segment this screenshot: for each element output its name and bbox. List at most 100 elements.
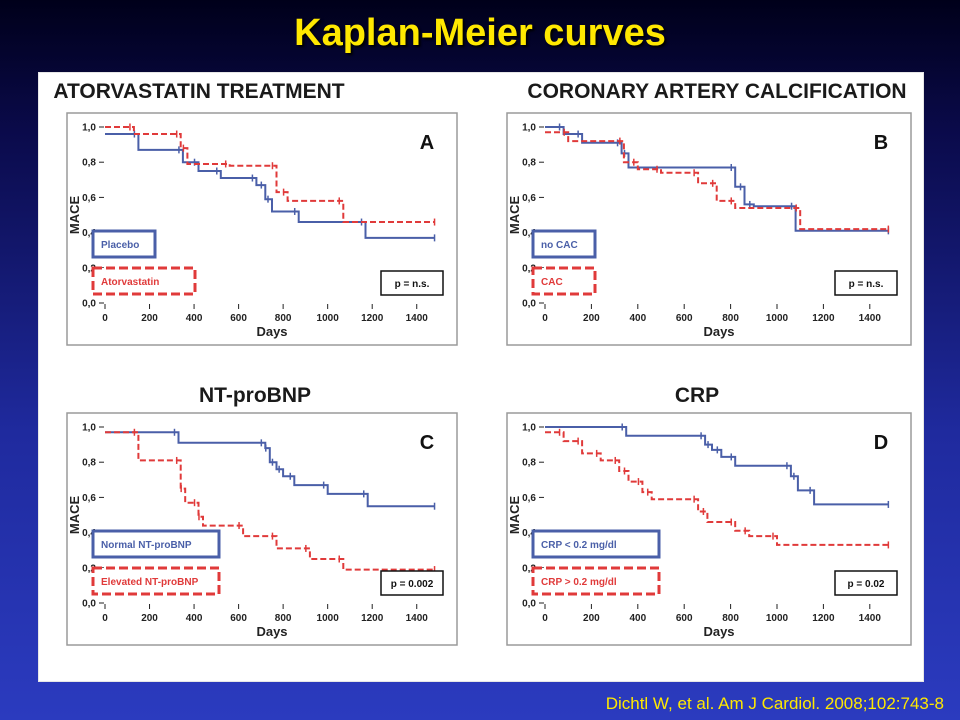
y-tick-label: 1,0 (522, 423, 536, 434)
y-tick-label: 1,0 (522, 123, 536, 134)
legend-label: CRP > 0.2 mg/dl (541, 577, 617, 588)
x-tick-label: 600 (676, 313, 693, 324)
panel-title: ATORVASTATIN TREATMENT (53, 80, 344, 103)
panel-title: CORONARY ARTERY CALCIFICATION (527, 80, 906, 103)
km-panel-c: NT-proBNP 0,0 0,2 0,4 0,6 0,8 1,0 0 200 400 600 800… (66, 384, 458, 646)
y-tick-label: 0,8 (522, 158, 536, 169)
slide-title: Kaplan-Meier curves (294, 12, 666, 54)
x-tick-label: 400 (629, 613, 646, 624)
legend-label: Placebo (101, 240, 139, 251)
panel-title: NT-proBNP (199, 384, 311, 407)
legend-box (91, 266, 197, 296)
p-value-label: p = n.s. (849, 279, 884, 290)
y-tick-label: 0,6 (522, 193, 536, 204)
x-axis-title: Days (703, 624, 734, 639)
x-tick-label: 1400 (859, 313, 882, 324)
y-tick-label: 1,0 (82, 123, 96, 134)
legend-box (531, 566, 661, 596)
x-tick-label: 1000 (766, 313, 789, 324)
panel-letter: D (874, 432, 888, 454)
x-tick-label: 1000 (317, 613, 340, 624)
legend-label: no CAC (541, 240, 578, 251)
legend-label: Elevated NT-proBNP (101, 577, 199, 588)
x-axis-title: Days (703, 324, 734, 339)
x-tick-label: 600 (230, 613, 247, 624)
x-tick-label: 1200 (361, 313, 384, 324)
x-tick-label: 400 (629, 313, 646, 324)
x-tick-label: 1200 (361, 613, 384, 624)
y-axis-title: MACE (507, 196, 522, 235)
x-tick-label: 200 (141, 313, 158, 324)
y-tick-label: 0,4 (82, 528, 96, 539)
x-tick-label: 200 (583, 613, 600, 624)
y-tick-label: 0,4 (522, 228, 536, 239)
survival-curve (105, 126, 435, 223)
plot-frame (506, 412, 912, 646)
survival-curve (105, 133, 435, 239)
legend-label: Normal NT-proBNP (101, 540, 192, 551)
x-tick-label: 1200 (812, 313, 835, 324)
p-value-label: p = n.s. (395, 279, 430, 290)
y-tick-label: 0,4 (82, 228, 96, 239)
y-axis-title: MACE (67, 196, 82, 235)
x-tick-label: 1000 (766, 613, 789, 624)
x-tick-label: 1400 (406, 313, 429, 324)
y-tick-label: 0,2 (522, 563, 536, 574)
citation: Dichtl W, et al. Am J Cardiol. 2008;102:… (605, 694, 944, 713)
plot-frame (506, 112, 912, 346)
p-value-label: p = 0.002 (391, 579, 434, 590)
x-tick-label: 400 (186, 613, 203, 624)
y-tick-label: 0,4 (522, 528, 536, 539)
x-tick-label: 800 (722, 313, 739, 324)
y-tick-label: 0,2 (82, 563, 96, 574)
x-tick-label: 800 (722, 613, 739, 624)
km-panel-b: CORONARY ARTERY CALCIFICATION 0,0 0,2 0,4 0,… (506, 80, 912, 346)
p-value-box (380, 570, 444, 596)
y-axis-title: MACE (67, 496, 82, 535)
y-tick-label: 0,0 (82, 299, 96, 310)
x-tick-label: 0 (102, 313, 108, 324)
y-tick-label: 0,6 (522, 493, 536, 504)
y-tick-label: 0,6 (82, 193, 96, 204)
x-tick-label: 600 (230, 313, 247, 324)
legend-box (531, 229, 597, 259)
x-axis-title: Days (256, 624, 287, 639)
x-tick-label: 1200 (812, 613, 835, 624)
y-tick-label: 0,2 (82, 263, 96, 274)
y-axis-title: MACE (507, 496, 522, 535)
x-tick-label: 200 (583, 313, 600, 324)
y-tick-label: 0,8 (522, 458, 536, 469)
panel-letter: A (420, 132, 434, 154)
x-tick-label: 0 (102, 613, 108, 624)
survival-curve (545, 431, 889, 546)
y-tick-label: 0,0 (82, 599, 96, 610)
x-tick-label: 0 (542, 313, 548, 324)
x-tick-label: 200 (141, 613, 158, 624)
plot-frame (66, 412, 458, 646)
p-value-box (834, 270, 898, 296)
y-tick-label: 0,8 (82, 158, 96, 169)
p-value-label: p = 0.02 (848, 579, 885, 590)
survival-curve (545, 426, 889, 506)
legend-label: CRP < 0.2 mg/dl (541, 540, 617, 551)
legend-box (91, 529, 221, 559)
panel-title: CRP (675, 384, 719, 407)
survival-curve (105, 431, 435, 571)
x-tick-label: 0 (542, 613, 548, 624)
x-tick-label: 1400 (859, 613, 882, 624)
plot-frame (66, 112, 458, 346)
figure-panel: ATORVASTATIN TREATMENT 0,0 0,2 0,4 0,6 0,8 1,0… (38, 72, 924, 682)
km-panel-a: ATORVASTATIN TREATMENT 0,0 0,2 0,4 0,6 0,8 1,0… (53, 80, 458, 346)
y-tick-label: 0,0 (522, 599, 536, 610)
y-tick-label: 0,2 (522, 263, 536, 274)
panel-letter: B (874, 132, 888, 154)
y-tick-label: 0,6 (82, 493, 96, 504)
survival-curve (545, 126, 889, 232)
x-tick-label: 800 (275, 313, 292, 324)
x-tick-label: 1400 (406, 613, 429, 624)
legend-box (531, 266, 597, 296)
km-figure: ATORVASTATIN TREATMENT 0,0 0,2 0,4 0,6 0,8 1,0… (53, 80, 912, 646)
legend-label: Atorvastatin (101, 277, 159, 288)
x-axis-title: Days (256, 324, 287, 339)
p-value-box (380, 270, 444, 296)
